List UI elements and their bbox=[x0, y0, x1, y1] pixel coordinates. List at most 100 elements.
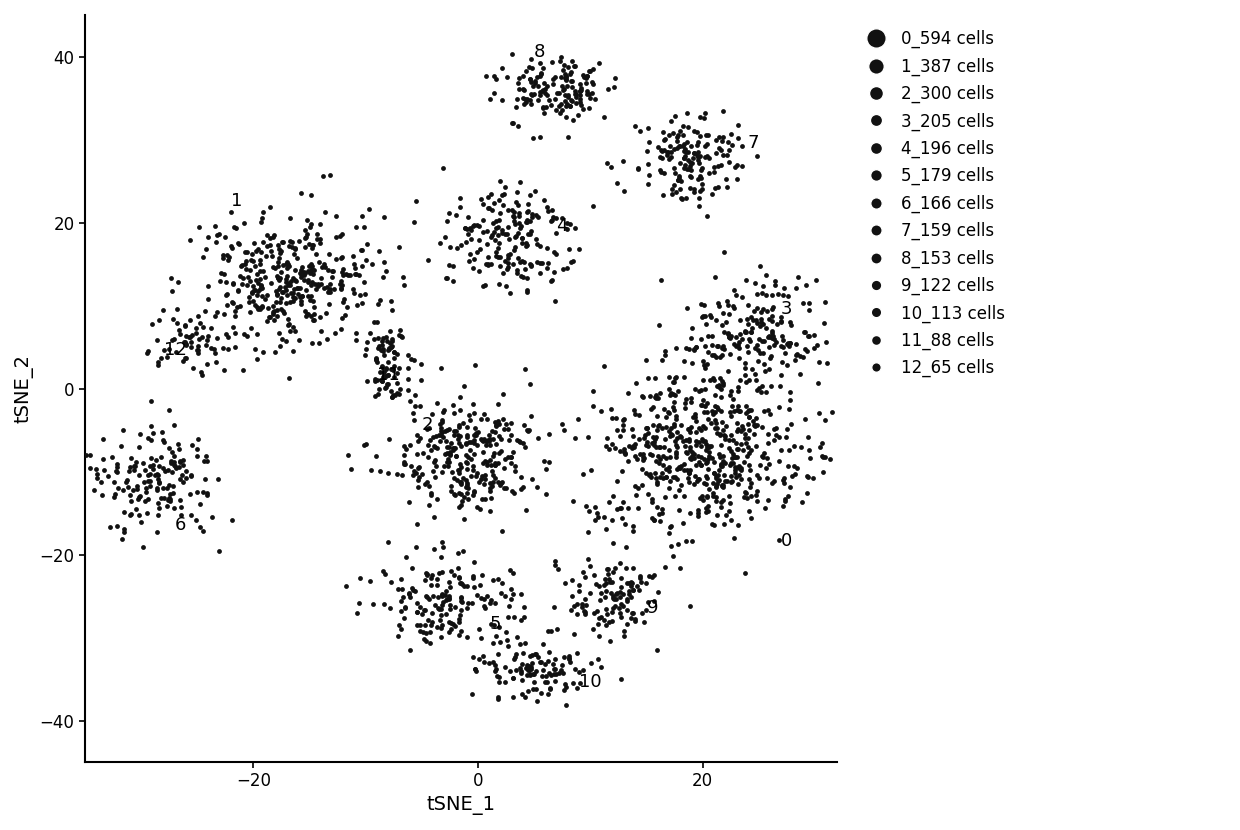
Point bbox=[125, 456, 145, 469]
Point bbox=[608, 177, 627, 190]
Point bbox=[105, 487, 125, 500]
Point bbox=[503, 446, 523, 459]
Point bbox=[269, 326, 289, 339]
Point bbox=[740, 325, 760, 339]
Point bbox=[711, 144, 730, 157]
Point bbox=[234, 217, 254, 230]
Point bbox=[686, 426, 706, 439]
Point bbox=[357, 237, 377, 251]
Point bbox=[675, 137, 694, 150]
Point bbox=[219, 251, 239, 264]
Point bbox=[343, 282, 363, 295]
Point bbox=[448, 561, 467, 574]
Point bbox=[475, 454, 495, 467]
Point bbox=[427, 621, 446, 634]
Point bbox=[291, 290, 311, 303]
Point bbox=[595, 590, 615, 603]
Point bbox=[310, 336, 330, 349]
Point bbox=[382, 339, 402, 353]
Point bbox=[712, 318, 732, 331]
Point bbox=[503, 243, 523, 256]
Point bbox=[232, 258, 252, 271]
Point bbox=[677, 106, 697, 120]
Point bbox=[774, 474, 794, 487]
Point bbox=[588, 652, 608, 666]
Point bbox=[465, 663, 485, 676]
Point bbox=[688, 173, 708, 186]
Point bbox=[536, 657, 556, 671]
Point bbox=[174, 459, 193, 472]
Point bbox=[440, 241, 460, 254]
Point bbox=[719, 330, 739, 344]
Point bbox=[250, 246, 270, 259]
Point bbox=[751, 449, 771, 462]
Point bbox=[517, 423, 537, 437]
Point bbox=[387, 348, 407, 361]
Point bbox=[443, 618, 463, 631]
Point bbox=[521, 668, 541, 681]
Point bbox=[691, 383, 711, 396]
Point bbox=[424, 510, 444, 524]
Point bbox=[598, 562, 618, 575]
Point bbox=[655, 132, 675, 145]
Point bbox=[753, 280, 773, 293]
Point bbox=[526, 76, 546, 90]
Point bbox=[521, 662, 541, 676]
Point bbox=[489, 213, 508, 227]
Point bbox=[751, 385, 771, 398]
Point bbox=[498, 220, 518, 233]
Point bbox=[636, 438, 656, 452]
Point bbox=[701, 310, 720, 324]
Point bbox=[750, 313, 770, 326]
Point bbox=[725, 450, 745, 463]
Point bbox=[733, 419, 753, 432]
Point bbox=[272, 266, 291, 279]
Point bbox=[698, 499, 718, 512]
Point bbox=[735, 437, 755, 450]
Point bbox=[761, 349, 781, 363]
Point bbox=[471, 469, 491, 482]
Point bbox=[527, 683, 547, 696]
Point bbox=[356, 343, 376, 356]
Point bbox=[622, 429, 642, 442]
Point bbox=[370, 365, 389, 378]
Point bbox=[746, 488, 766, 501]
Point bbox=[93, 452, 113, 466]
Point bbox=[446, 424, 466, 437]
Point bbox=[691, 423, 711, 437]
Point bbox=[553, 651, 573, 664]
Point bbox=[164, 332, 184, 345]
Point bbox=[301, 263, 321, 276]
Point bbox=[279, 318, 299, 331]
Point bbox=[533, 193, 553, 206]
Point bbox=[707, 379, 727, 393]
Point bbox=[489, 398, 508, 411]
Point bbox=[464, 398, 484, 411]
Point bbox=[449, 466, 469, 479]
Point bbox=[684, 410, 704, 423]
Point bbox=[244, 284, 264, 297]
Point bbox=[667, 462, 687, 476]
Point bbox=[537, 201, 557, 214]
Point bbox=[681, 441, 701, 454]
Point bbox=[606, 411, 626, 424]
Point bbox=[181, 469, 201, 482]
Point bbox=[641, 403, 661, 416]
Point bbox=[161, 457, 181, 470]
X-axis label: tSNE_1: tSNE_1 bbox=[427, 796, 496, 815]
Point bbox=[635, 432, 655, 445]
Point bbox=[345, 261, 365, 275]
Point bbox=[735, 567, 755, 580]
Point bbox=[599, 442, 619, 456]
Point bbox=[706, 406, 725, 419]
Point bbox=[315, 261, 335, 274]
Point bbox=[174, 354, 193, 368]
Point bbox=[542, 203, 562, 217]
Point bbox=[466, 246, 486, 259]
Point bbox=[422, 616, 441, 629]
Point bbox=[598, 608, 618, 621]
Point bbox=[430, 631, 450, 644]
Point bbox=[754, 450, 774, 463]
Point bbox=[691, 297, 711, 310]
Point bbox=[398, 373, 418, 386]
